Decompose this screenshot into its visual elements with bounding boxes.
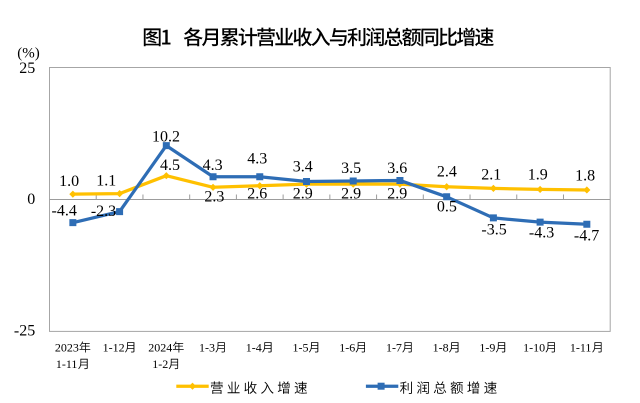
svg-text:2.9: 2.9 [293, 186, 313, 203]
svg-text:(%): (%) [17, 46, 40, 62]
svg-text:2.1: 2.1 [481, 167, 501, 184]
svg-text:1-4: 1-4 [246, 341, 262, 355]
svg-text:1-11: 1-11 [56, 357, 78, 371]
svg-text:10.2: 10.2 [152, 128, 180, 145]
svg-text:2.4: 2.4 [437, 164, 457, 181]
svg-text:4.5: 4.5 [160, 157, 180, 174]
svg-text:3.5: 3.5 [341, 160, 361, 177]
svg-text:2.6: 2.6 [247, 186, 267, 203]
svg-text:-2.3: -2.3 [91, 203, 116, 220]
svg-text:2024: 2024 [148, 341, 172, 355]
svg-text:1-5: 1-5 [292, 341, 308, 355]
svg-text:1.1: 1.1 [96, 173, 116, 190]
svg-text:-4.3: -4.3 [529, 225, 554, 242]
svg-text:1-8: 1-8 [433, 341, 449, 355]
svg-text:1.0: 1.0 [59, 173, 79, 190]
svg-text:1-6: 1-6 [339, 341, 355, 355]
svg-text:-25: -25 [14, 323, 35, 340]
svg-text:4.3: 4.3 [247, 151, 267, 168]
svg-text:0: 0 [27, 191, 35, 208]
svg-text:2023: 2023 [55, 341, 79, 355]
svg-text:-3.5: -3.5 [481, 222, 506, 239]
svg-text:4.3: 4.3 [203, 157, 223, 174]
svg-text:2.9: 2.9 [341, 186, 361, 203]
svg-text:1-7: 1-7 [386, 341, 402, 355]
svg-text:1-3: 1-3 [199, 341, 215, 355]
svg-text:3.4: 3.4 [293, 158, 313, 175]
svg-text:1.8: 1.8 [575, 168, 595, 185]
svg-text:1-10: 1-10 [523, 341, 545, 355]
svg-text:1.9: 1.9 [528, 167, 548, 184]
svg-text:1-9: 1-9 [479, 341, 495, 355]
svg-text:1-11: 1-11 [570, 341, 592, 355]
svg-text:1-12: 1-12 [103, 341, 125, 355]
svg-text:3.6: 3.6 [387, 160, 407, 177]
svg-text:25: 25 [19, 60, 35, 77]
svg-text:2.9: 2.9 [387, 186, 407, 203]
svg-text:2.3: 2.3 [204, 189, 224, 206]
svg-text:0.5: 0.5 [437, 198, 457, 215]
svg-text:-4.4: -4.4 [52, 203, 77, 220]
svg-text:1-2: 1-2 [152, 357, 168, 371]
svg-text:-4.7: -4.7 [574, 228, 599, 245]
